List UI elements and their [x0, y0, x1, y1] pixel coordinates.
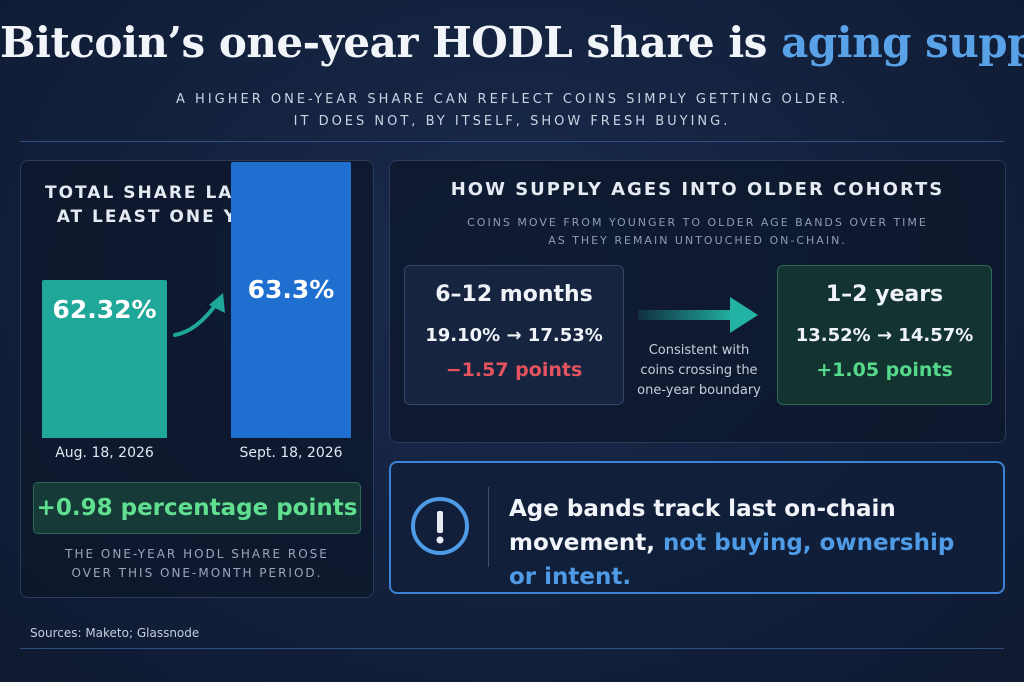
callout-line-2: movement, not buying, ownership or inten…: [509, 526, 989, 594]
note-line-3: one-year boundary: [637, 383, 761, 398]
top-divider: [20, 141, 1004, 142]
cohort-range: 19.10% → 17.53%: [425, 325, 603, 346]
cohort-heading: How supply ages into older cohorts: [450, 179, 945, 200]
cohort-card-6-12-months: 6–12 months 19.10% → 17.53% −1.57 points: [404, 265, 624, 405]
note-line-2: coins crossing the: [640, 363, 758, 378]
cohort-name: 1–2 years: [825, 282, 944, 307]
right-arrow-icon: [638, 297, 758, 333]
bar-sept: [231, 162, 351, 438]
cohort-card-1-2-years: 1–2 years 13.52% → 14.57% +1.05 points: [777, 265, 992, 405]
bar-sept-value: 63.3%: [247, 275, 335, 304]
bar-aug-date: Aug. 18, 2026: [55, 445, 154, 461]
bottom-divider: [20, 648, 1004, 649]
subtitle-line-1: A higher one-year share can reflect coin…: [176, 92, 848, 107]
sources-note: Sources: Maketo; Glassnode: [30, 626, 200, 640]
cohort-change: +1.05 points: [816, 359, 953, 381]
subtitle-line-2: It does not, by itself, show fresh buyin…: [293, 114, 731, 129]
cohort-subheading-line-1: Coins move from younger to older age ban…: [467, 216, 928, 229]
cohort-name: 6–12 months: [435, 282, 593, 307]
exclamation-circle-icon: [411, 497, 469, 555]
bar-sept-date: Sept. 18, 2026: [239, 445, 343, 461]
bar-aug-value: 62.32%: [52, 295, 157, 324]
panel-caption: The one-year HODL share rose over this o…: [21, 545, 373, 583]
title-accent: aging supply: [781, 18, 1024, 67]
caption-line-2: over this one-month period.: [71, 566, 323, 580]
title-main: Bitcoin’s one-year HODL share is: [0, 18, 767, 67]
delta-badge: +0.98 percentage points: [33, 482, 361, 534]
callout-plain: movement,: [509, 530, 656, 556]
bar-aug: [42, 280, 167, 438]
callout-highlight: not buying, ownership or intent.: [509, 530, 955, 590]
cohort-range: 13.52% → 14.57%: [795, 325, 974, 346]
callout-text: Age bands track last on-chain movement, …: [509, 492, 989, 594]
callout-line-1: Age bands track last on-chain: [509, 496, 896, 522]
cohort-aging-panel: How supply ages into older cohorts Coins…: [389, 160, 1006, 443]
note-line-1: Consistent with: [648, 343, 750, 358]
cohort-subheading-line-2: as they remain untouched on-chain.: [548, 234, 847, 247]
cohort-subheading: Coins move from younger to older age ban…: [390, 214, 1005, 250]
hodl-share-panel: Total share last moved at least one year…: [20, 160, 374, 598]
rising-arrow-icon: [173, 293, 225, 337]
cohort-change: −1.57 points: [445, 359, 583, 381]
callout-divider: [488, 487, 489, 567]
caption-line-1: The one-year HODL share rose: [65, 547, 329, 561]
transition-note: Consistent with coins crossing the one-y…: [626, 341, 772, 401]
disclaimer-callout: Age bands track last on-chain movement, …: [389, 461, 1005, 594]
page-title: Bitcoin’s one-year HODL share is aging s…: [0, 18, 1024, 67]
